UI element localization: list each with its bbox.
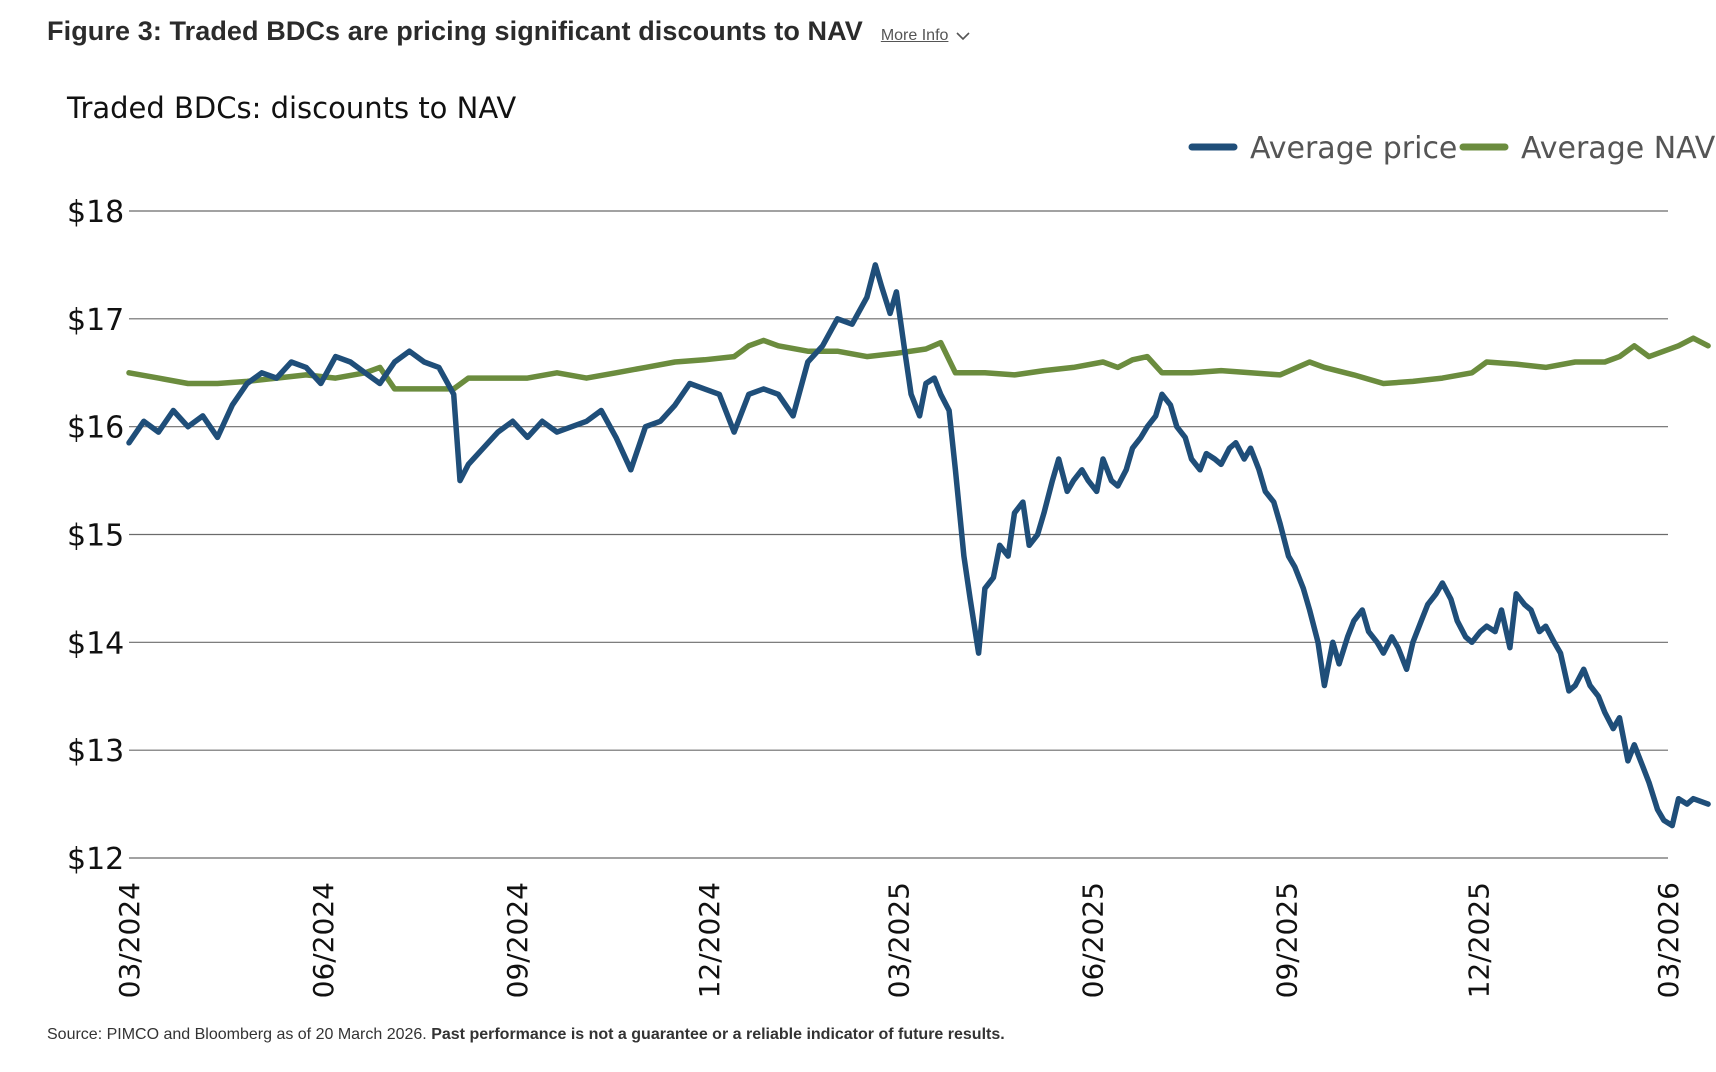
- x-tick-label: 12/2025: [1462, 882, 1495, 998]
- y-tick-label: $13: [67, 734, 124, 769]
- chevron-down-icon[interactable]: [956, 31, 970, 41]
- more-info-label[interactable]: More Info: [880, 27, 949, 44]
- more-info-toggle[interactable]: More Info: [881, 27, 971, 45]
- y-tick-label: $17: [67, 303, 124, 338]
- legend-label: Average NAV: [1521, 131, 1716, 166]
- y-tick-label: $16: [67, 411, 124, 446]
- figure-title: Figure 3: Traded BDCs are pricing signif…: [47, 16, 863, 46]
- x-tick-label: 03/2025: [883, 882, 916, 998]
- y-axis-ticks: $18 $17 $16 $15 $14 $13 $12: [67, 195, 124, 877]
- x-tick-label: 12/2024: [693, 882, 726, 998]
- y-tick-label: $14: [67, 626, 124, 661]
- x-axis-ticks: 03/2024 06/2024 09/2024 12/2024 03/2025 06/20…: [113, 882, 1685, 998]
- disclaimer-text: Past performance is not a guarantee or a…: [431, 1026, 1005, 1043]
- x-tick-label: 09/2025: [1270, 882, 1303, 998]
- series-line-average-nav: [126, 335, 1711, 392]
- y-tick-label: $12: [67, 842, 124, 877]
- y-tick-label: $15: [67, 519, 124, 554]
- series-line-average-price: [126, 262, 1711, 829]
- legend-label: Average price: [1250, 131, 1457, 166]
- series-lines: [126, 262, 1711, 829]
- x-tick-label: 06/2025: [1076, 882, 1109, 998]
- x-tick-label: 03/2026: [1652, 882, 1685, 998]
- x-tick-label: 09/2024: [501, 882, 534, 998]
- line-chart: Traded BDCs: discounts to NAV $18$17$16$…: [66, 91, 1716, 998]
- x-tick-label: 06/2024: [307, 882, 340, 998]
- grid-lines: [129, 210, 1668, 859]
- legend: Average price Average NAV: [1188, 131, 1716, 166]
- figure-header: Figure 3: Traded BDCs are pricing signif…: [47, 16, 970, 47]
- x-tick-label: 03/2024: [113, 882, 146, 998]
- chart-title: Traded BDCs: discounts to NAV: [66, 91, 516, 125]
- y-tick-label: $18: [67, 195, 124, 230]
- source-text: Source: PIMCO and Bloomberg as of 20 Mar…: [47, 1026, 427, 1043]
- source-note: Source: PIMCO and Bloomberg as of 20 Mar…: [47, 1026, 1005, 1044]
